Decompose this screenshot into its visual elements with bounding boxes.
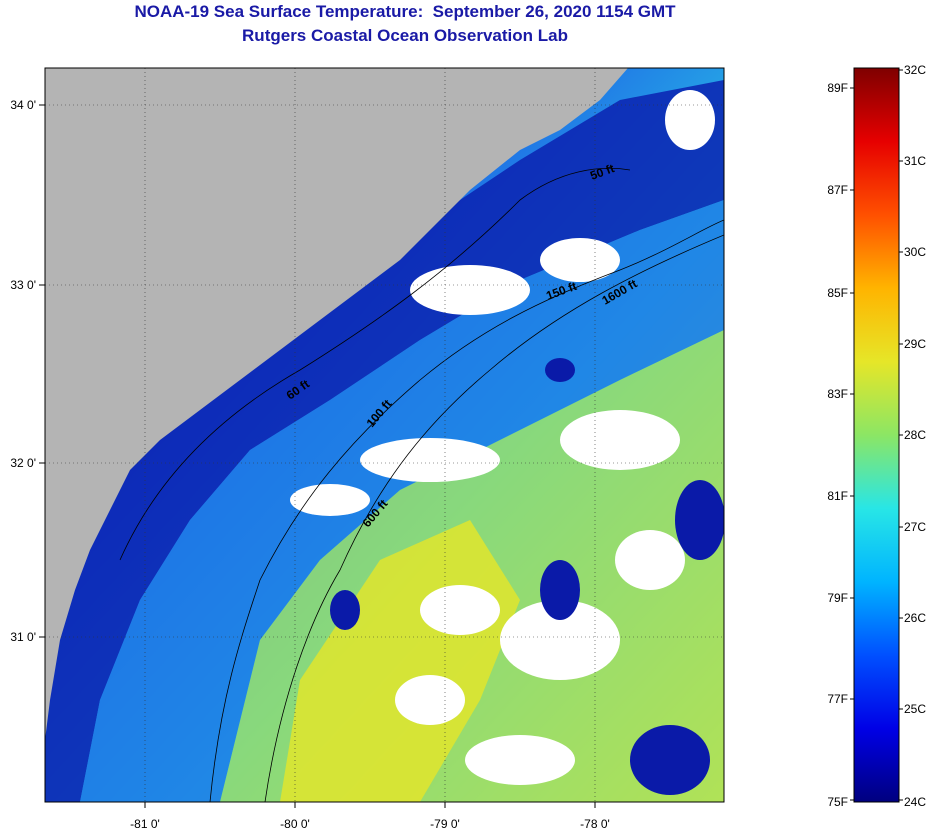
map-title: NOAA-19 Sea Surface Temperature: Septemb… [134, 2, 676, 21]
fahrenheit-label: 85F [827, 286, 848, 300]
celsius-labels: 32C 31C 30C 29C 28C 27C 26C 25C 24C [904, 63, 926, 809]
color-scale-legend: 32C 31C 30C 29C 28C 27C 26C 25C 24C 89F … [827, 63, 926, 809]
isobath-contours [119, 167, 724, 802]
celsius-ticks [899, 69, 903, 801]
fahrenheit-label: 87F [827, 183, 848, 197]
celsius-label: 31C [904, 154, 926, 168]
lat-label: 34 0' [10, 98, 36, 112]
lat-label: 32 0' [10, 456, 36, 470]
celsius-label: 29C [904, 337, 926, 351]
celsius-label: 26C [904, 611, 926, 625]
cloud-cover [290, 90, 715, 785]
fahrenheit-ticks [850, 87, 854, 801]
isobath-600ft [264, 234, 724, 802]
fahrenheit-label: 89F [827, 81, 848, 95]
celsius-label: 25C [904, 702, 926, 716]
lon-label: -79 0' [430, 817, 460, 831]
fahrenheit-labels: 89F 87F 85F 83F 81F 79F 77F 75F [827, 81, 848, 809]
celsius-label: 24C [904, 795, 926, 809]
isobath-50ft [119, 167, 631, 561]
celsius-label: 28C [904, 428, 926, 442]
shelf-water [80, 200, 724, 802]
lon-label: -81 0' [130, 817, 160, 831]
latitude-labels: 34 0' 33 0' 32 0' 31 0' [10, 98, 36, 644]
color-bar [853, 67, 900, 803]
celsius-label: 32C [904, 63, 926, 77]
map-frame [44, 67, 725, 803]
fahrenheit-label: 79F [827, 591, 848, 605]
fahrenheit-label: 77F [827, 692, 848, 706]
lon-label: -80 0' [280, 817, 310, 831]
lat-label: 31 0' [10, 630, 36, 644]
fahrenheit-label: 75F [827, 795, 848, 809]
celsius-label: 27C [904, 520, 926, 534]
lat-label: 33 0' [10, 278, 36, 292]
map-panel [45, 68, 724, 802]
lon-label: -78 0' [580, 817, 610, 831]
fahrenheit-label: 83F [827, 387, 848, 401]
fahrenheit-label: 81F [827, 489, 848, 503]
title-block: NOAA-19 Sea Surface Temperature: Septemb… [0, 0, 810, 48]
celsius-label: 30C [904, 245, 926, 259]
isobath-100ft [209, 219, 724, 802]
map-subtitle: Rutgers Coastal Ocean Observation Lab [242, 26, 568, 45]
land-mass [45, 68, 628, 740]
longitude-labels: -81 0' -80 0' -79 0' -78 0' [130, 817, 610, 831]
offshore-cold-patches [330, 358, 724, 795]
map-ticks [39, 104, 596, 808]
